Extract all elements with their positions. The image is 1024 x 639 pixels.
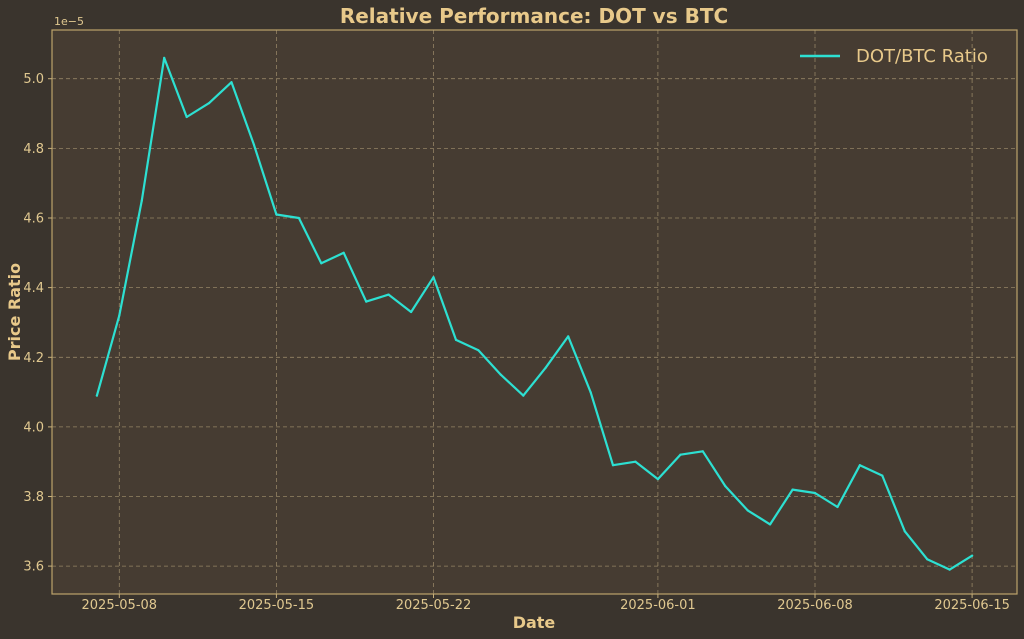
data-point — [499, 373, 502, 376]
series-layer — [95, 56, 974, 571]
data-point — [365, 300, 368, 303]
y-axis-label: Price Ratio — [5, 263, 24, 361]
data-point — [230, 81, 233, 84]
data-point — [275, 213, 278, 216]
data-point — [163, 56, 166, 60]
data-point — [701, 450, 704, 453]
data-point — [679, 453, 682, 456]
data-point — [140, 199, 143, 202]
x-tick-label: 2025-06-01 — [620, 598, 696, 613]
series-line-dot-btc-ratio — [95, 56, 974, 571]
data-point — [342, 251, 345, 254]
data-point — [208, 102, 211, 105]
data-point — [252, 143, 256, 146]
data-point — [567, 335, 570, 338]
data-point — [297, 216, 300, 220]
data-point — [971, 554, 974, 557]
data-point — [948, 568, 951, 571]
x-tick-label: 2025-05-08 — [82, 598, 158, 613]
y-tick-label: 4.6 — [23, 212, 44, 227]
data-point — [454, 338, 458, 341]
data-point — [320, 262, 323, 265]
data-point — [903, 530, 906, 533]
x-tick-label: 2025-05-22 — [396, 598, 472, 613]
data-point — [522, 394, 525, 397]
data-point — [656, 478, 660, 481]
data-point — [611, 464, 615, 467]
y-tick-label: 4.8 — [23, 142, 44, 157]
data-point — [858, 464, 862, 467]
data-point — [791, 488, 794, 491]
plot-area — [51, 29, 1018, 595]
chart-title: Relative Performance: DOT vs BTC — [340, 4, 728, 28]
x-tick-label: 2025-06-08 — [777, 598, 853, 613]
data-point — [432, 276, 435, 279]
y-tick-label: 4.0 — [23, 420, 44, 435]
data-point — [769, 523, 772, 526]
data-point — [410, 310, 413, 314]
data-point — [95, 394, 98, 397]
data-point — [387, 293, 390, 296]
axis-ticks: 2025-05-08 2025-05-15 2025-05-22 2025-06-01… — [23, 72, 1010, 613]
data-point — [634, 460, 637, 463]
x-tick-label: 2025-05-15 — [239, 598, 315, 613]
data-point — [724, 485, 727, 488]
y-tick-label: 4.4 — [23, 281, 44, 296]
x-tick-label: 2025-06-15 — [934, 598, 1010, 613]
data-point — [118, 314, 121, 317]
grid — [52, 30, 1017, 594]
y-tick-label: 5.0 — [23, 72, 44, 87]
legend: DOT/BTC Ratio — [800, 46, 988, 67]
data-point — [544, 366, 547, 369]
y-offset-label: 1e−5 — [54, 15, 84, 28]
y-tick-label: 4.2 — [23, 351, 44, 366]
data-point — [813, 491, 817, 495]
data-point — [185, 115, 188, 119]
data-point — [589, 391, 592, 394]
data-point — [477, 349, 480, 352]
data-point — [881, 474, 884, 477]
data-point — [926, 558, 929, 561]
data-point — [746, 509, 749, 512]
y-tick-label: 3.8 — [23, 490, 44, 505]
x-axis-label: Date — [513, 613, 556, 632]
legend-entry-dot-btc-ratio: DOT/BTC Ratio — [856, 46, 988, 67]
data-point — [836, 505, 839, 509]
y-tick-label: 3.6 — [23, 560, 44, 575]
